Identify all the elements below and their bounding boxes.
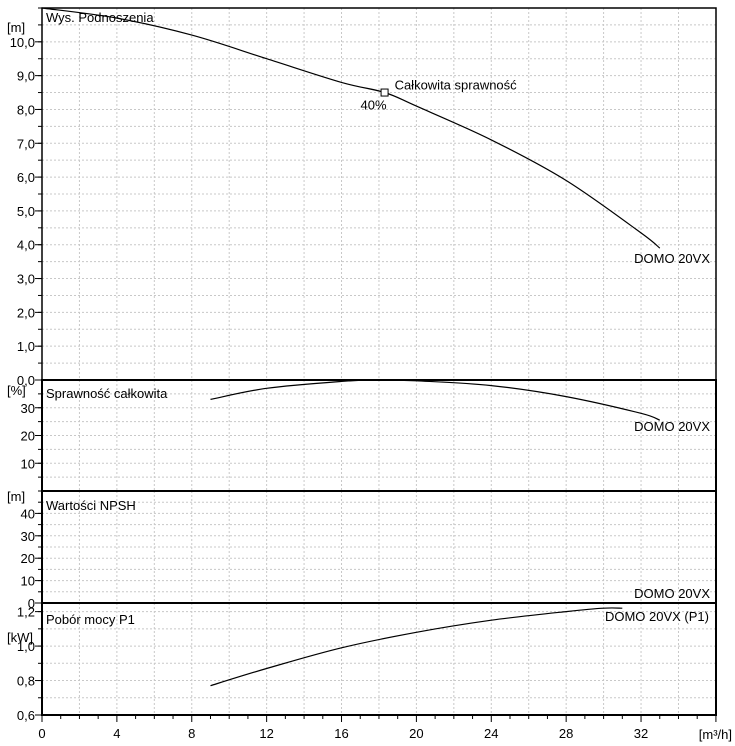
text-layer: 0,01,02,03,04,05,06,07,08,09,010,0[m]Wys…: [7, 10, 732, 742]
panel-title: Sprawność całkowita: [46, 386, 168, 401]
grid-layer: [42, 8, 717, 715]
y-tick-label: 40: [21, 506, 35, 521]
y-tick-label: 30: [21, 529, 35, 544]
y-tick-label: 10,0: [10, 35, 35, 50]
y-tick-label: 10: [21, 574, 35, 589]
curve-layer: [41, 7, 661, 687]
y-tick-label: 0: [28, 596, 35, 611]
y-tick-label: 30: [21, 401, 35, 416]
y-axis-unit-label: [%]: [7, 383, 26, 398]
x-tick-label: 32: [634, 726, 648, 741]
y-axis-unit-label: [kW]: [7, 630, 33, 645]
panel-title: Wartości NPSH: [46, 498, 136, 513]
y-axis-unit-label: [m]: [7, 20, 25, 35]
x-tick-label: 24: [484, 726, 498, 741]
y-tick-label: 1,2: [17, 605, 35, 620]
y-tick-label: 20: [21, 551, 35, 566]
y-tick-label: 3,0: [17, 272, 35, 287]
series-label: DOMO 20VX: [634, 419, 710, 434]
y-tick-label: 10: [21, 456, 35, 471]
y-tick-label: 5,0: [17, 204, 35, 219]
x-tick-label: 28: [559, 726, 573, 741]
x-tick-label: 20: [409, 726, 423, 741]
series-line: [210, 379, 661, 421]
efficiency-annotation-label: Całkowita sprawność: [395, 78, 518, 93]
x-axis-unit-label: [m³/h]: [699, 727, 732, 742]
y-tick-label: 7,0: [17, 136, 35, 151]
panel-title: Wys. Podnoszenia: [46, 10, 154, 25]
y-tick-label: 2,0: [17, 305, 35, 320]
series-label: DOMO 20VX: [634, 251, 710, 266]
series-line: [210, 607, 623, 687]
panel-title: Pobór mocy P1: [46, 612, 135, 627]
y-tick-label: 0,8: [17, 674, 35, 689]
x-tick-label: 12: [259, 726, 273, 741]
series-line: [41, 7, 661, 249]
x-tick-label: 16: [334, 726, 348, 741]
efficiency-annotation-value: 40%: [361, 98, 387, 113]
x-tick-label: 4: [113, 726, 120, 741]
y-tick-label: 20: [21, 429, 35, 444]
y-tick-label: 0,0: [17, 373, 35, 388]
y-tick-label: 1,0: [17, 639, 35, 654]
y-tick-label: 8,0: [17, 102, 35, 117]
efficiency-marker: [380, 88, 389, 97]
x-tick-label: 8: [188, 726, 195, 741]
y-tick-label: 9,0: [17, 69, 35, 84]
series-label: DOMO 20VX (P1): [605, 609, 709, 624]
y-tick-label: 4,0: [17, 238, 35, 253]
series-label: DOMO 20VX: [634, 586, 710, 601]
y-tick-label: 6,0: [17, 170, 35, 185]
x-tick-label: 0: [38, 726, 45, 741]
y-tick-label: 1,0: [17, 339, 35, 354]
y-tick-label: 0,6: [17, 708, 35, 723]
y-axis-unit-label: [m]: [7, 489, 25, 504]
